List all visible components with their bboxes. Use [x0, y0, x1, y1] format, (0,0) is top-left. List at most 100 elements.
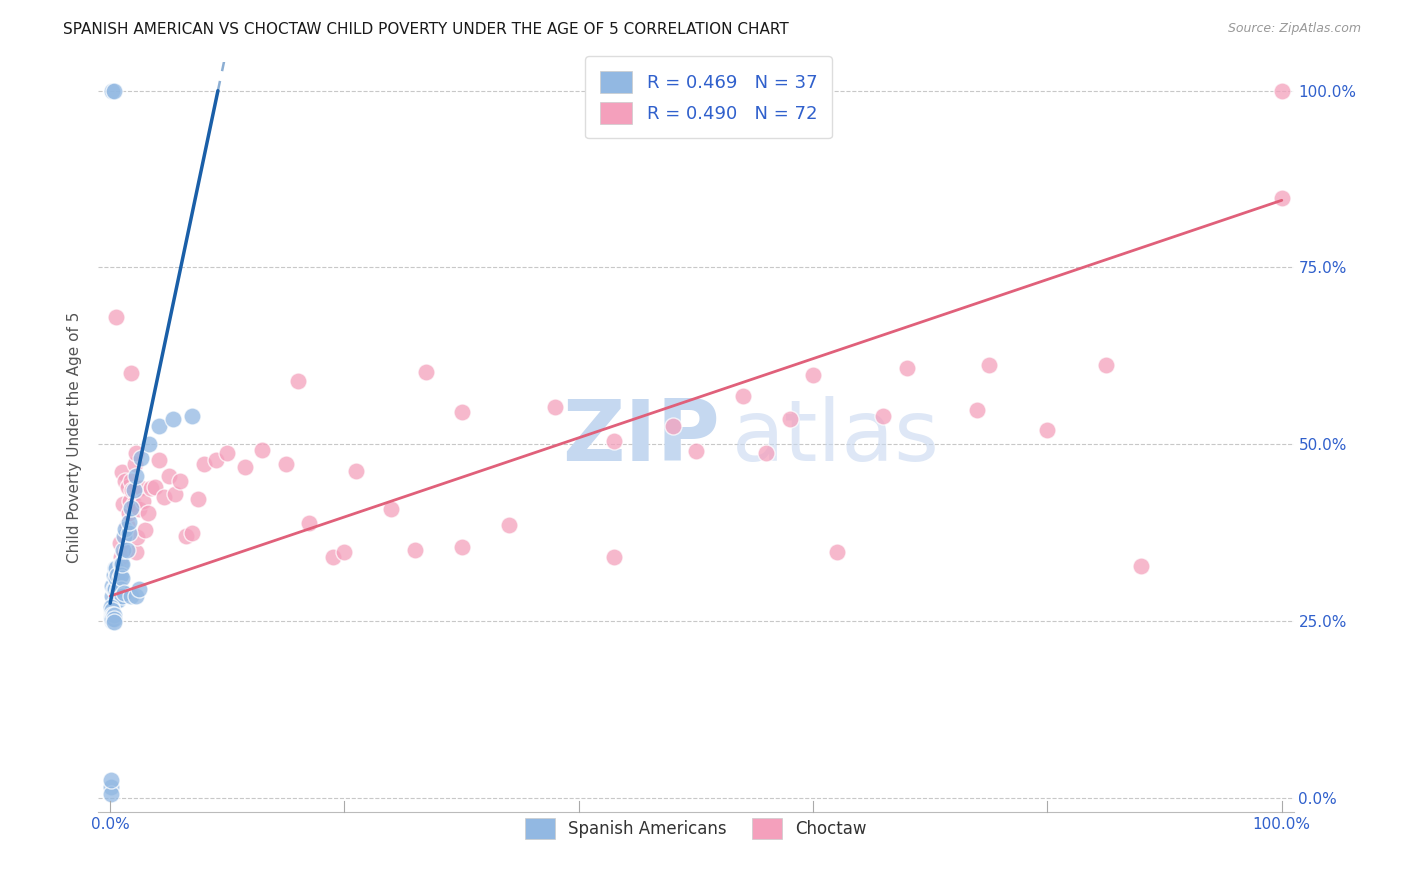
Point — [105, 571, 128, 585]
Point — [118, 525, 141, 540]
Point — [322, 550, 344, 565]
Text: Source: ZipAtlas.com: Source: ZipAtlas.com — [1227, 22, 1361, 36]
Point — [112, 544, 135, 558]
Point — [134, 524, 156, 538]
Point — [101, 614, 124, 628]
Point — [122, 497, 145, 511]
Text: ZIP: ZIP — [562, 395, 720, 479]
Point — [100, 772, 122, 787]
Point — [141, 481, 163, 495]
Point — [380, 502, 402, 516]
Point — [120, 474, 142, 488]
Point — [103, 608, 125, 623]
Point — [105, 585, 128, 599]
Point — [801, 368, 824, 382]
Point — [100, 603, 122, 617]
Point — [731, 389, 754, 403]
Point — [169, 474, 191, 488]
Point — [100, 787, 122, 801]
Point — [101, 84, 124, 98]
Text: SPANISH AMERICAN VS CHOCTAW CHILD POVERTY UNDER THE AGE OF 5 CORRELATION CHART: SPANISH AMERICAN VS CHOCTAW CHILD POVERT… — [63, 22, 789, 37]
Point — [115, 518, 138, 533]
Point — [108, 582, 131, 596]
Point — [204, 452, 226, 467]
Point — [181, 409, 204, 423]
Point — [129, 451, 152, 466]
Point — [498, 518, 520, 533]
Point — [118, 515, 141, 529]
Point — [128, 582, 150, 596]
Point — [110, 568, 132, 582]
Point — [603, 434, 626, 448]
Point — [128, 502, 150, 516]
Point — [117, 479, 139, 493]
Point — [193, 457, 215, 471]
Point — [233, 459, 256, 474]
Point — [104, 582, 127, 596]
Point — [1036, 423, 1059, 437]
Point — [101, 603, 124, 617]
Point — [101, 612, 124, 626]
Point — [114, 474, 136, 488]
Point — [115, 543, 138, 558]
Point — [977, 358, 1000, 372]
Point — [124, 457, 146, 471]
Point — [174, 529, 197, 543]
Point — [404, 543, 426, 558]
Point — [100, 780, 122, 794]
Point — [187, 492, 209, 507]
Point — [298, 516, 321, 531]
Point — [1095, 358, 1118, 372]
Point — [103, 568, 125, 582]
Point — [108, 571, 131, 585]
Point — [107, 582, 129, 596]
Point — [111, 589, 134, 603]
Point — [120, 589, 142, 603]
Point — [125, 469, 148, 483]
Point — [143, 479, 166, 493]
Point — [120, 367, 142, 381]
Point — [105, 568, 128, 582]
Point — [544, 401, 567, 415]
Point — [217, 445, 239, 459]
Point — [112, 497, 135, 511]
Point — [872, 409, 894, 423]
Point — [111, 571, 134, 585]
Point — [101, 610, 124, 624]
Point — [896, 360, 918, 375]
Point — [287, 374, 309, 388]
Point — [112, 543, 135, 558]
Point — [101, 607, 124, 621]
Point — [148, 419, 170, 434]
Point — [111, 466, 134, 480]
Point — [100, 607, 122, 621]
Point — [153, 490, 176, 504]
Point — [120, 493, 141, 508]
Point — [333, 544, 356, 558]
Point — [125, 445, 148, 459]
Point — [105, 310, 128, 324]
Point — [103, 582, 125, 596]
Point — [100, 599, 122, 614]
Point — [162, 412, 184, 426]
Point — [661, 419, 683, 434]
Point — [122, 483, 145, 497]
Point — [685, 444, 707, 458]
Point — [111, 558, 134, 572]
Point — [779, 412, 801, 426]
Point — [450, 540, 472, 554]
Point — [125, 589, 148, 603]
Point — [129, 481, 152, 495]
Point — [157, 469, 180, 483]
Point — [450, 405, 472, 419]
Point — [121, 483, 143, 497]
Text: atlas: atlas — [733, 395, 939, 479]
Legend: Spanish Americans, Choctaw: Spanish Americans, Choctaw — [512, 805, 880, 852]
Point — [274, 457, 297, 471]
Point — [103, 615, 125, 630]
Point — [103, 84, 125, 98]
Point — [148, 452, 170, 467]
Point — [108, 536, 131, 550]
Point — [100, 608, 122, 623]
Point — [104, 571, 127, 585]
